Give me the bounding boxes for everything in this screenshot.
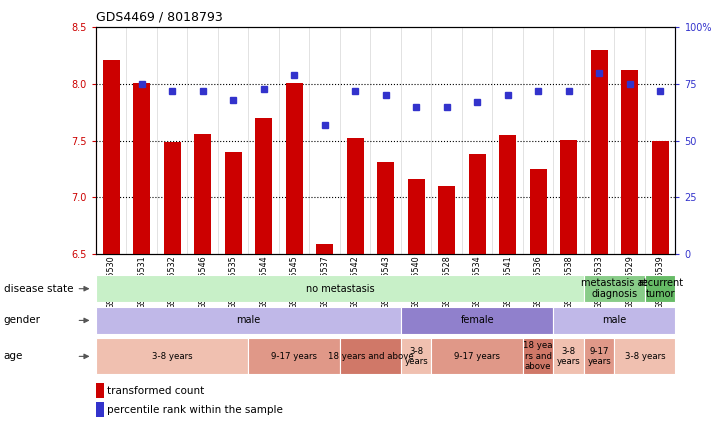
Bar xyxy=(523,338,553,374)
Text: 3-8
years: 3-8 years xyxy=(557,347,581,366)
Text: 3-8 years: 3-8 years xyxy=(625,352,665,361)
Bar xyxy=(401,307,553,334)
Bar xyxy=(621,71,638,254)
Bar xyxy=(584,338,614,374)
Text: disease state: disease state xyxy=(4,284,73,294)
Bar xyxy=(286,83,303,254)
Bar xyxy=(103,60,119,254)
Bar xyxy=(225,152,242,254)
Bar xyxy=(614,338,675,374)
Text: recurrent
tumor: recurrent tumor xyxy=(638,278,683,299)
Bar xyxy=(530,169,547,254)
Text: 9-17 years: 9-17 years xyxy=(271,352,317,361)
Text: gender: gender xyxy=(4,316,41,325)
Bar xyxy=(560,140,577,254)
Text: 18 years and above: 18 years and above xyxy=(328,352,413,361)
Text: percentile rank within the sample: percentile rank within the sample xyxy=(107,405,282,415)
Text: no metastasis: no metastasis xyxy=(306,284,374,294)
Text: 3-8 years: 3-8 years xyxy=(152,352,193,361)
Bar xyxy=(347,138,363,254)
Text: female: female xyxy=(461,316,494,325)
Text: GDS4469 / 8018793: GDS4469 / 8018793 xyxy=(96,10,223,23)
Text: 3-8
years: 3-8 years xyxy=(405,347,428,366)
Bar xyxy=(469,154,486,254)
Text: 9-17
years: 9-17 years xyxy=(587,347,611,366)
Text: 9-17 years: 9-17 years xyxy=(454,352,501,361)
Bar xyxy=(438,186,455,254)
Bar xyxy=(96,402,104,417)
Text: transformed count: transformed count xyxy=(107,386,204,396)
Bar xyxy=(255,118,272,254)
Bar xyxy=(164,142,181,254)
Bar xyxy=(340,338,401,374)
Bar xyxy=(378,162,394,254)
Bar xyxy=(316,244,333,254)
Bar xyxy=(591,50,608,254)
Bar xyxy=(96,307,401,334)
Bar xyxy=(194,134,211,254)
Bar xyxy=(584,275,645,302)
Bar xyxy=(652,140,668,254)
Text: male: male xyxy=(602,316,626,325)
Bar xyxy=(408,179,424,254)
Text: age: age xyxy=(4,352,23,361)
Bar xyxy=(553,307,675,334)
Bar xyxy=(432,338,523,374)
Bar xyxy=(401,338,432,374)
Bar xyxy=(134,83,150,254)
Bar xyxy=(645,275,675,302)
Text: male: male xyxy=(236,316,261,325)
Bar xyxy=(96,383,104,398)
Bar xyxy=(499,135,516,254)
Bar xyxy=(96,275,584,302)
Bar xyxy=(248,338,340,374)
Text: 18 yea
rs and
above: 18 yea rs and above xyxy=(523,341,553,371)
Bar xyxy=(96,338,248,374)
Bar xyxy=(553,338,584,374)
Text: metastasis at
diagnosis: metastasis at diagnosis xyxy=(582,278,648,299)
